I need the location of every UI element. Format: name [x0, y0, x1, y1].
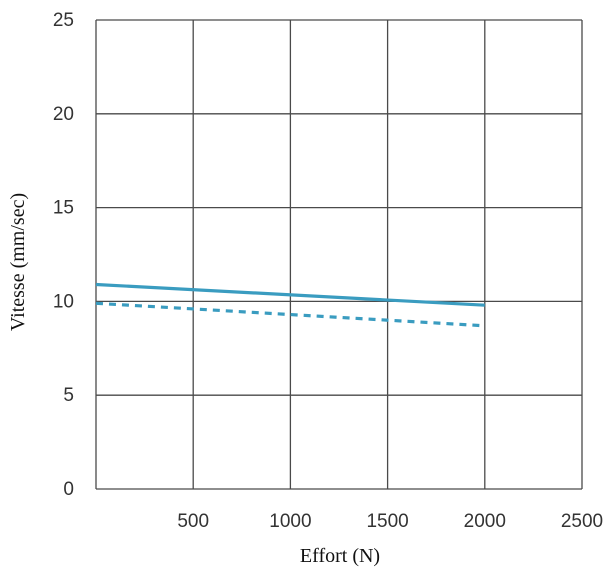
series-group [95, 282, 485, 328]
y-tick-label-25: 25 [53, 10, 74, 31]
y-axis-title: Vitesse (mm/sec) [7, 193, 29, 331]
x-tick-label-2000: 2000 [464, 511, 506, 532]
y-tick-label-0: 0 [63, 479, 74, 500]
grid [95, 19, 583, 490]
x-tick-label-1000: 1000 [269, 511, 311, 532]
x-tick-label-2500: 2500 [561, 511, 603, 532]
y-tick-label-15: 15 [53, 198, 74, 219]
series-line-1-solid [95, 282, 485, 307]
x-tick-labels: 500 1000 1500 2000 2500 [177, 511, 603, 532]
y-tick-labels: 0 5 10 15 20 25 [53, 10, 74, 500]
x-tick-label-500: 500 [177, 511, 209, 532]
y-tick-label-5: 5 [63, 385, 74, 406]
x-tick-label-1500: 1500 [366, 511, 408, 532]
x-axis-title: Effort (N) [300, 545, 380, 567]
y-tick-label-10: 10 [53, 291, 74, 312]
y-tick-label-20: 20 [53, 104, 74, 125]
